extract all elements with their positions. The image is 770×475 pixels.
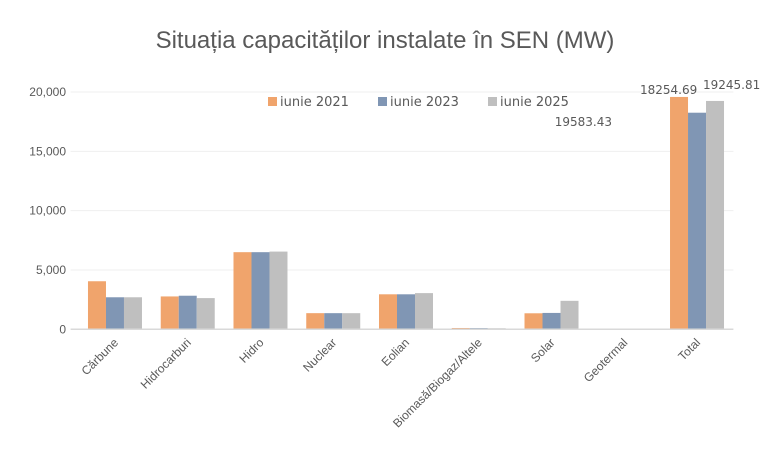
legend-label: iunie 2021 xyxy=(280,95,349,110)
bar-iunie-2023 xyxy=(178,295,197,330)
y-tick-label: 5,000 xyxy=(36,263,66,277)
legend-swatch xyxy=(268,97,277,106)
x-tick-label: Nuclear xyxy=(300,336,339,375)
bar-iunie-2025 xyxy=(415,293,433,330)
bar-iunie-2023 xyxy=(105,297,124,330)
chart-title: Situația capacităților instalate în SEN … xyxy=(155,27,615,54)
data-label: 19245.81 xyxy=(703,78,760,92)
bar-iunie-2025 xyxy=(706,100,725,330)
y-tick-label: 10,000 xyxy=(29,204,66,218)
x-tick-label: Geotermal xyxy=(581,336,631,386)
x-tick-label: Total xyxy=(675,336,703,364)
x-tick-label: Cărbune xyxy=(79,335,122,378)
legend-swatch xyxy=(488,97,497,106)
bar-iunie-2025 xyxy=(123,297,142,330)
bar-iunie-2021 xyxy=(233,252,252,330)
legend-label: iunie 2023 xyxy=(390,95,459,110)
data-label: 18254.69 xyxy=(640,83,697,97)
bar-iunie-2023 xyxy=(324,313,343,330)
bar-iunie-2025 xyxy=(196,298,215,330)
x-tick-label: Hidro xyxy=(236,335,266,365)
y-tick-label: 15,000 xyxy=(29,144,66,158)
bar-iunie-2021 xyxy=(160,296,179,330)
bar-iunie-2023 xyxy=(688,112,707,330)
x-tick-label: Eolian xyxy=(379,336,412,369)
y-tick-label: 20,000 xyxy=(29,85,66,99)
bar-iunie-2021 xyxy=(524,313,543,330)
bar-iunie-2025 xyxy=(342,313,361,330)
bar-iunie-2021 xyxy=(306,313,325,330)
bar-iunie-2025 xyxy=(560,300,579,330)
y-tick-label: 0 xyxy=(59,322,66,336)
bar-iunie-2023 xyxy=(397,294,415,330)
bar-iunie-2021 xyxy=(670,96,689,330)
legend-label: iunie 2025 xyxy=(500,95,569,110)
bar-iunie-2023 xyxy=(542,312,561,330)
legend-swatch xyxy=(378,97,387,106)
bar-iunie-2023 xyxy=(251,252,270,330)
data-label: 19583.43 xyxy=(555,115,612,129)
x-tick-label: Hidrocarburi xyxy=(138,336,194,392)
bar-iunie-2021 xyxy=(379,294,397,330)
bar-iunie-2025 xyxy=(269,251,288,330)
bar-iunie-2021 xyxy=(87,281,106,330)
x-tick-label: Solar xyxy=(528,336,558,366)
